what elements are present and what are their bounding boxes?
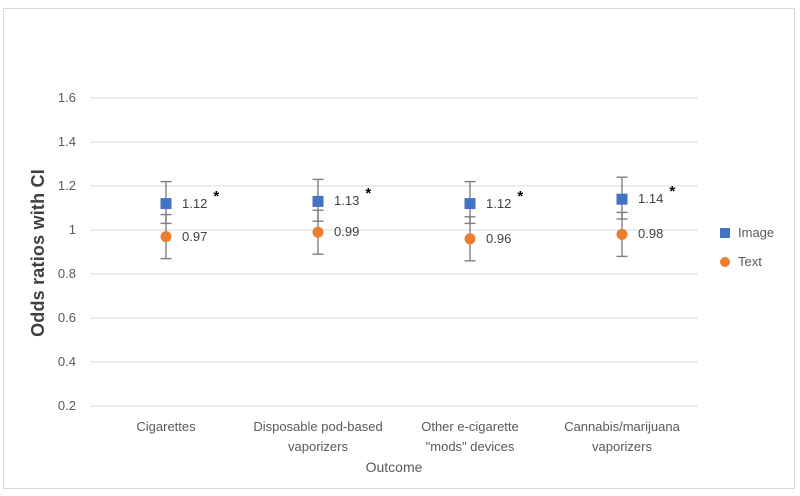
legend: Image Text <box>720 225 774 283</box>
data-label-value: 0.97 <box>182 228 208 244</box>
data-label: 1.14 * <box>638 183 675 208</box>
category-label-line: Disposable pod-based <box>253 419 383 434</box>
data-label: 0.97 <box>182 228 207 246</box>
significance-asterisk: * <box>213 187 220 205</box>
legend-item-image: Image <box>720 225 774 241</box>
text-series-marker <box>616 228 628 240</box>
legend-label: Image <box>738 225 775 240</box>
chart-frame <box>3 8 795 489</box>
image-series-marker <box>464 198 476 210</box>
y-axis-tick-label: 0.8 <box>57 266 76 281</box>
text-series-marker <box>464 233 476 245</box>
data-label-value: 1.12 <box>486 195 512 211</box>
text-series-marker <box>312 226 324 238</box>
data-label-value: 1.13 <box>334 193 360 209</box>
y-axis-tick-label: 1.2 <box>57 178 76 193</box>
category-label: Other e-cigarette "mods" devices <box>390 417 550 457</box>
x-axis-title: Outcome <box>365 459 423 475</box>
data-label-value: 1.14 <box>638 191 664 207</box>
significance-asterisk: * <box>517 187 524 205</box>
data-label: 0.96 <box>486 230 511 248</box>
category-label-line: vaporizers <box>288 439 348 454</box>
category-label: Cannabis/marijuana vaporizers <box>542 417 702 457</box>
significance-asterisk: * <box>365 185 372 203</box>
text-series-marker <box>160 231 172 243</box>
category-label: Cigarettes <box>86 417 246 437</box>
data-label-value: 0.98 <box>638 226 664 242</box>
legend-item-text: Text <box>720 254 774 270</box>
y-axis-tick-label: 1 <box>68 222 76 237</box>
category-label-line: "mods" devices <box>425 439 515 454</box>
y-axis-tick-label: 1.6 <box>57 90 76 105</box>
data-label-value: 1.12 <box>182 195 208 211</box>
category-label-line: Cigarettes <box>136 419 196 434</box>
legend-circle-icon <box>720 257 730 267</box>
data-label: 0.98 <box>638 225 663 243</box>
data-label-value: 0.99 <box>334 224 360 240</box>
legend-label: Text <box>738 254 762 269</box>
y-axis-tick-label: 1.4 <box>57 134 76 149</box>
image-series-marker <box>616 193 628 205</box>
image-series-marker <box>160 198 172 210</box>
data-label-value: 0.96 <box>486 230 512 246</box>
category-label: Disposable pod-based vaporizers <box>238 417 398 457</box>
y-axis-tick-label: 0.4 <box>57 354 76 369</box>
significance-asterisk: * <box>669 183 676 201</box>
image-series-marker <box>312 195 324 207</box>
category-label-line: Cannabis/marijuana <box>564 419 680 434</box>
data-label: 1.12 * <box>486 188 523 213</box>
category-label-line: Other e-cigarette <box>421 419 519 434</box>
legend-square-icon <box>720 228 730 238</box>
y-axis-tick-label: 0.2 <box>57 398 76 413</box>
category-label-line: vaporizers <box>592 439 652 454</box>
y-axis-tick-label: 0.6 <box>57 310 76 325</box>
data-label: 1.12 * <box>182 188 219 213</box>
data-label: 1.13 * <box>334 185 371 210</box>
data-label: 0.99 <box>334 223 359 241</box>
